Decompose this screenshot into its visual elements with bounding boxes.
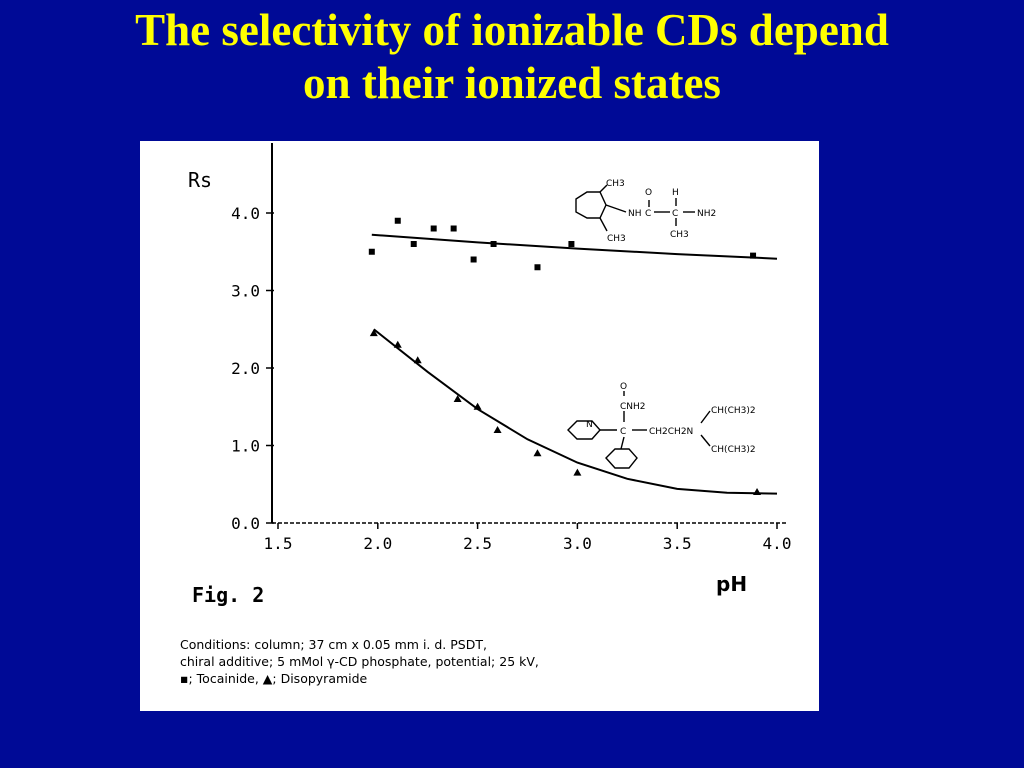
data-point-square [750, 252, 757, 259]
tocainide-label-h: H [672, 188, 679, 198]
data-point-triangle [533, 449, 542, 457]
tocainide-label-nh2: NH2 [697, 209, 716, 219]
tocainide-structure [575, 184, 695, 232]
point-layer [368, 217, 762, 495]
tocainide-label-ch3-top: CH3 [606, 179, 625, 189]
label-layer: 0.0 1.0 2.0 3.0 4.0 1.5 2.0 2.5 3.0 3.5 4.0 Rs pH [188, 168, 791, 596]
disopyramide-phenyl-ring [605, 448, 638, 469]
data-point-triangle [369, 329, 378, 337]
axes-layer [266, 143, 786, 529]
tocainide-bond-ch3-bottom [599, 217, 608, 232]
figure-panel: 0.0 1.0 2.0 3.0 4.0 1.5 2.0 2.5 3.0 3.5 4.0 Rs pH CH… [140, 141, 819, 711]
y-tick-label: 4.0 [231, 204, 260, 223]
disopyramide-bond-n-bottom [700, 434, 711, 447]
slide-title: The selectivity of ionizable CDs depend … [0, 4, 1024, 110]
disopyramide-label-isopropyl-top: CH(CH3)2 [711, 406, 756, 416]
fit-line-series-2 [373, 328, 778, 495]
conditions-line-2: chiral additive; 5 mMol γ-CD phosphate, … [180, 654, 539, 669]
data-point-triangle [573, 468, 582, 476]
y-tick-label: 1.0 [231, 437, 260, 456]
tocainide-labels: CH3 O H NH C C NH2 CH3 CH3 [606, 179, 716, 244]
x-tick-label: 1.5 [264, 534, 293, 553]
fit-line-series-1 [371, 233, 778, 260]
y-tick-label: 2.0 [231, 359, 260, 378]
conditions-line-1: Conditions: column; 37 cm x 0.05 mm i. d… [180, 637, 487, 652]
tocainide-label-c-carbonyl: C [645, 209, 651, 219]
tocainide-label-ch3-alpha: CH3 [670, 230, 689, 240]
data-point-square [450, 225, 457, 232]
slide-title-line-2: on their ionized states [303, 58, 721, 108]
x-tick-label: 3.5 [663, 534, 692, 553]
data-point-square [368, 248, 375, 255]
disopyramide-label-o: O [620, 382, 627, 392]
disopyramide-label-cnh2: CNH2 [620, 402, 646, 412]
data-point-triangle [473, 402, 482, 410]
data-point-triangle [453, 395, 462, 402]
data-point-triangle [413, 356, 422, 364]
y-tick-label: 3.0 [231, 282, 260, 301]
disopyramide-structure [567, 391, 711, 469]
tocainide-label-c-alpha: C [672, 209, 678, 219]
data-point-square [430, 225, 437, 232]
x-tick-label: 4.0 [763, 534, 792, 553]
y-tick-label: 0.0 [231, 514, 260, 533]
x-axis-label: pH [716, 572, 747, 596]
disopyramide-label-chain: CH2CH2N [649, 427, 693, 437]
data-point-triangle [493, 426, 502, 433]
disopyramide-bond-c-phenyl [620, 436, 625, 450]
disopyramide-pyridine-ring [567, 420, 601, 440]
data-point-square [410, 241, 417, 247]
figure-label: Fig. 2 [192, 583, 264, 607]
disopyramide-label-c: C [620, 427, 626, 437]
y-axis-label: Rs [188, 168, 212, 192]
conditions-line-3: ▪; Tocainide, ▲; Disopyramide [180, 671, 368, 686]
tocainide-label-o: O [645, 188, 652, 198]
slide-title-line-1: The selectivity of ionizable CDs depend [135, 5, 889, 55]
tocainide-ring [575, 191, 607, 219]
x-tick-label: 2.5 [463, 534, 492, 553]
data-point-triangle [753, 488, 762, 495]
data-point-square [394, 217, 401, 224]
tocainide-label-nh: NH [628, 209, 642, 219]
x-tick-label: 2.0 [363, 534, 392, 553]
x-tick-label: 3.0 [563, 534, 592, 553]
tocainide-bond-ch3-top [599, 184, 608, 193]
disopyramide-labels: O CNH2 N C CH2CH2N CH(CH3)2 CH(CH3)2 [586, 382, 756, 455]
data-point-triangle [393, 340, 402, 348]
data-point-square [470, 256, 477, 263]
disopyramide-label-n: N [586, 420, 593, 430]
data-point-square [534, 264, 541, 271]
tocainide-bond-ring-n [605, 204, 627, 213]
data-point-square [490, 241, 497, 247]
data-point-square [568, 241, 575, 247]
tocainide-label-ch3-ring: CH3 [607, 234, 626, 244]
disopyramide-bond-n-top [700, 410, 711, 424]
fit-layer [371, 233, 778, 495]
disopyramide-label-isopropyl-bottom: CH(CH3)2 [711, 445, 756, 455]
